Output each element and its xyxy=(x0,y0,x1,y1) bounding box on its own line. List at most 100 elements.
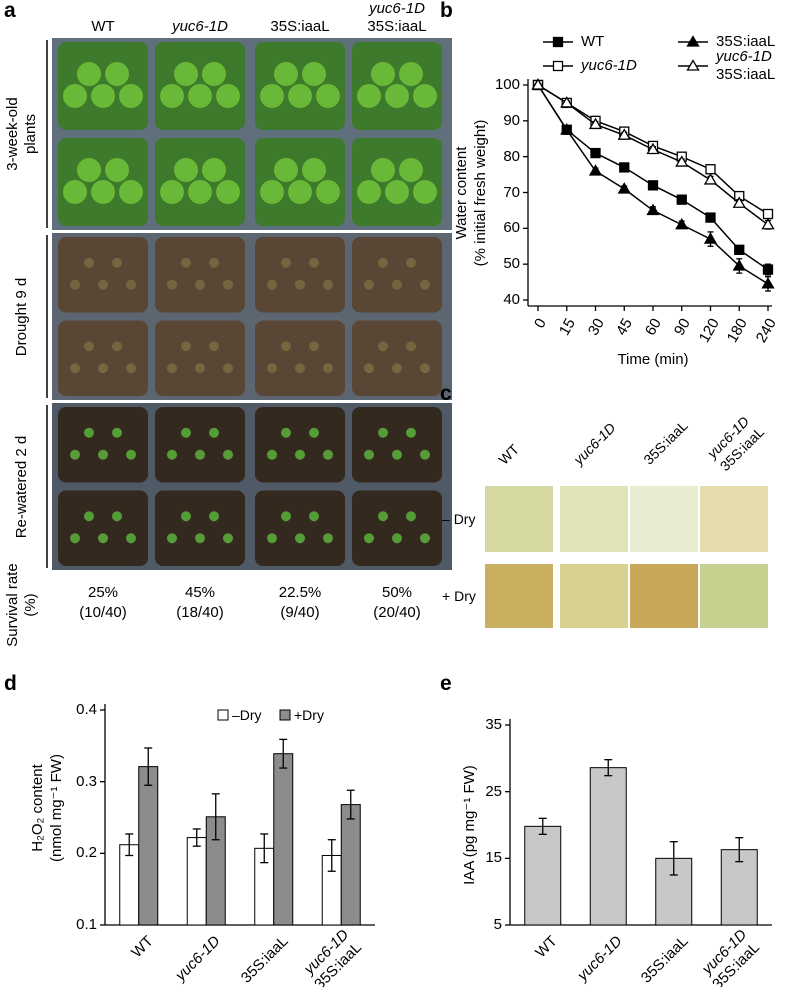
plant xyxy=(84,511,94,522)
plant xyxy=(399,62,423,86)
plant xyxy=(295,279,305,290)
plant xyxy=(309,427,319,438)
pot-photo xyxy=(155,320,245,396)
plant xyxy=(323,363,333,374)
plant xyxy=(420,279,430,290)
plant xyxy=(274,62,298,86)
plant xyxy=(309,341,319,352)
plant xyxy=(195,449,205,460)
plant xyxy=(357,84,381,108)
plant xyxy=(181,341,191,352)
plant xyxy=(119,84,143,108)
plant xyxy=(385,180,409,204)
y-tick-label: 15 xyxy=(485,849,502,867)
plant xyxy=(77,62,101,86)
plant xyxy=(98,279,108,290)
point xyxy=(734,244,745,255)
panel-label: c xyxy=(440,382,452,405)
plant xyxy=(126,533,136,544)
row-label: + Dry xyxy=(442,588,476,604)
error-bar xyxy=(327,839,336,872)
legend-label: 35S:iaaL xyxy=(716,33,776,50)
plant xyxy=(126,449,136,460)
y-tick-label: 0.1 xyxy=(76,916,97,933)
point xyxy=(732,196,746,208)
point xyxy=(617,182,631,194)
panel-label: d xyxy=(4,672,17,695)
panel-label: e xyxy=(440,672,452,695)
plant xyxy=(371,158,395,182)
error-bar xyxy=(604,759,613,777)
bar xyxy=(273,753,294,926)
plant xyxy=(209,341,219,352)
column-header: yuc6-1D 35S:iaaL xyxy=(367,0,427,35)
point xyxy=(646,203,660,216)
point xyxy=(588,117,603,130)
bar xyxy=(589,767,627,926)
plant xyxy=(209,427,219,438)
plant xyxy=(112,257,122,268)
plant xyxy=(316,180,340,204)
plant xyxy=(70,449,80,460)
legend-label: WT xyxy=(581,33,605,50)
point xyxy=(703,232,718,244)
legend-swatch xyxy=(279,709,291,721)
point xyxy=(647,180,659,191)
survival-rate: (9/40) xyxy=(280,604,320,621)
survival-rate: 25% xyxy=(87,584,119,601)
survival-rate: (20/40) xyxy=(373,604,421,621)
row-label: 3-week-old plants xyxy=(4,97,39,171)
plant xyxy=(98,363,108,374)
point xyxy=(676,194,687,205)
pot-photo xyxy=(255,320,345,396)
plant xyxy=(413,84,437,108)
y-tick-label: 5 xyxy=(493,916,502,933)
plant xyxy=(202,62,226,86)
plant xyxy=(406,341,416,352)
error-bar xyxy=(669,841,678,876)
plant xyxy=(70,363,80,374)
pot-photo xyxy=(58,490,148,566)
plant xyxy=(188,84,212,108)
column-header: WT xyxy=(91,18,115,35)
plant xyxy=(288,84,312,108)
column-header: yuc6-1D xyxy=(172,18,228,35)
plant xyxy=(77,158,101,182)
survival-rate: 50% xyxy=(381,584,413,601)
plant xyxy=(392,363,402,374)
point xyxy=(619,162,630,173)
plant xyxy=(420,363,430,374)
error-bar xyxy=(538,817,547,835)
plant xyxy=(181,427,191,438)
point xyxy=(617,128,631,140)
y-tick-label: 60 xyxy=(503,219,520,237)
plant xyxy=(181,257,191,268)
bar xyxy=(524,825,562,926)
pot-photo xyxy=(352,407,442,483)
plant xyxy=(160,84,184,108)
y-tick-label: 25 xyxy=(485,782,502,800)
plant xyxy=(84,427,94,438)
plant xyxy=(316,84,340,108)
plant xyxy=(267,279,277,290)
point xyxy=(762,264,774,275)
leaf-photo xyxy=(560,486,628,552)
plant xyxy=(84,257,94,268)
plant xyxy=(160,180,184,204)
plant xyxy=(91,84,115,108)
plant xyxy=(174,158,198,182)
y-tick-label: 80 xyxy=(503,147,520,165)
plant xyxy=(84,341,94,352)
pot-photo xyxy=(255,490,345,566)
plant xyxy=(209,257,219,268)
point xyxy=(703,173,718,185)
plant xyxy=(420,533,430,544)
column-header: 35S:iaaL xyxy=(270,18,330,35)
plant xyxy=(364,279,374,290)
plant xyxy=(112,427,122,438)
pot-photo xyxy=(255,407,345,483)
plant xyxy=(364,533,374,544)
series-line xyxy=(537,84,769,271)
legend-label: yuc6-1D xyxy=(581,57,637,74)
